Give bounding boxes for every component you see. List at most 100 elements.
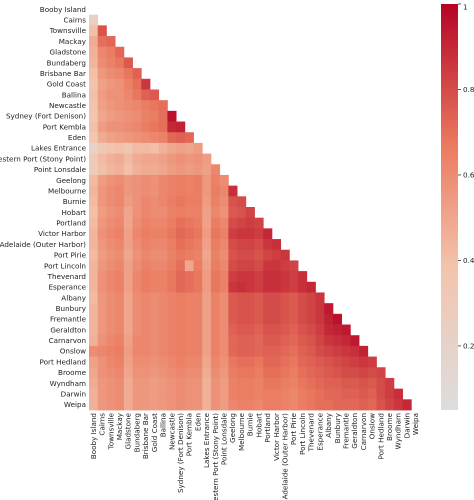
heatmap-cell (123, 68, 133, 80)
heatmap-cell (158, 100, 168, 112)
heatmap-cell (280, 345, 290, 357)
heatmap-cell (106, 303, 116, 315)
heatmap-cell (202, 217, 212, 229)
heatmap-cell (97, 185, 107, 197)
x-tick-label: Hobart (254, 413, 263, 438)
heatmap-cell (263, 345, 273, 357)
heatmap-cell (141, 313, 151, 325)
heatmap-cell (123, 303, 133, 315)
heatmap-cell (106, 260, 116, 272)
heatmap-cell (324, 377, 334, 390)
y-tick-label: Geraldton (50, 325, 86, 334)
heatmap-cell (97, 68, 107, 80)
heatmap-cell (176, 228, 186, 240)
heatmap-cell (359, 367, 369, 379)
heatmap-cell (176, 281, 186, 293)
heatmap-cell (167, 164, 177, 176)
y-tick-label: Port Kembla (43, 122, 86, 131)
heatmap-cell (306, 356, 316, 368)
heatmap-cell (202, 164, 212, 176)
y-tick-label: Esperance (48, 283, 86, 292)
heatmap-cell (289, 324, 299, 336)
y-tick-label: Gold Coast (47, 80, 86, 89)
heatmap-cell (115, 271, 125, 283)
heatmap-cell (237, 356, 247, 368)
heatmap-cell (123, 153, 133, 165)
heatmap-cell (97, 57, 107, 69)
heatmap-cell (289, 399, 299, 411)
heatmap-cell (132, 217, 142, 229)
heatmap-cell (106, 153, 116, 165)
heatmap-cell (132, 388, 142, 400)
heatmap-cell (254, 217, 264, 229)
heatmap-cell (106, 249, 116, 261)
heatmap-cell (341, 356, 351, 368)
heatmap-cell (97, 313, 107, 325)
heatmap-cell (149, 260, 160, 272)
heatmap-cell (298, 335, 308, 347)
heatmap-cell (106, 239, 116, 251)
heatmap-cell (237, 292, 247, 304)
heatmap-cell (176, 249, 186, 261)
heatmap-cell (367, 399, 377, 411)
heatmap-cell (149, 100, 160, 112)
heatmap-cell (219, 271, 229, 283)
heatmap-cell (97, 142, 107, 154)
heatmap-cell (141, 142, 151, 154)
heatmap-cell (149, 174, 160, 187)
x-tick-label: Burnie (246, 412, 255, 436)
heatmap-cell (228, 345, 238, 357)
heatmap-cell (97, 132, 107, 144)
heatmap-cell (228, 217, 238, 229)
x-tick-label: Geelong (228, 413, 237, 443)
heatmap-cell (97, 196, 107, 208)
x-tick-label: Broome (385, 412, 394, 441)
heatmap-cell (219, 313, 229, 325)
heatmap-cell (106, 164, 116, 176)
heatmap-cell (115, 164, 125, 176)
heatmap-cell (315, 388, 325, 400)
heatmap-cell (89, 14, 99, 26)
heatmap-cell (167, 228, 177, 240)
heatmap-cell (176, 153, 186, 165)
heatmap-cell (193, 174, 203, 187)
heatmap-cell (132, 335, 142, 347)
heatmap-cell (193, 324, 203, 336)
heatmap-cell (115, 388, 125, 400)
heatmap-cell (306, 388, 316, 400)
heatmap-cell (289, 356, 299, 368)
heatmap-cell (176, 132, 186, 144)
heatmap-cell (132, 281, 142, 293)
heatmap-cell (115, 207, 125, 219)
heatmap-cell (298, 367, 308, 379)
y-tick-label: Victor Harbor (38, 229, 86, 238)
x-tick-label: Western Port (Stony Point) (211, 413, 220, 500)
heatmap-cell (350, 335, 360, 347)
heatmap-cell (219, 185, 229, 197)
heatmap-cell (89, 249, 99, 261)
heatmap-cell (228, 388, 238, 400)
heatmap-cell (359, 377, 369, 390)
heatmap-cell (123, 281, 133, 293)
heatmap-cell (184, 324, 194, 336)
heatmap-cell (341, 335, 351, 347)
heatmap-cell (202, 335, 212, 347)
heatmap-cell (176, 335, 186, 347)
heatmap-cell (271, 313, 282, 325)
heatmap-cell (106, 174, 116, 187)
heatmap-cell (106, 399, 116, 411)
heatmap-cell (97, 292, 107, 304)
heatmap-cell (149, 335, 160, 347)
heatmap-cell (332, 388, 342, 400)
heatmap-cell (106, 89, 116, 101)
heatmap-cell (254, 260, 264, 272)
heatmap-cell (245, 217, 255, 229)
heatmap-cell (298, 377, 308, 390)
heatmap-cell (228, 249, 238, 261)
heatmap-cell (219, 228, 229, 240)
heatmap-cell (141, 399, 151, 411)
heatmap-cell (210, 367, 221, 379)
heatmap-cell (176, 217, 186, 229)
heatmap-cell (219, 249, 229, 261)
